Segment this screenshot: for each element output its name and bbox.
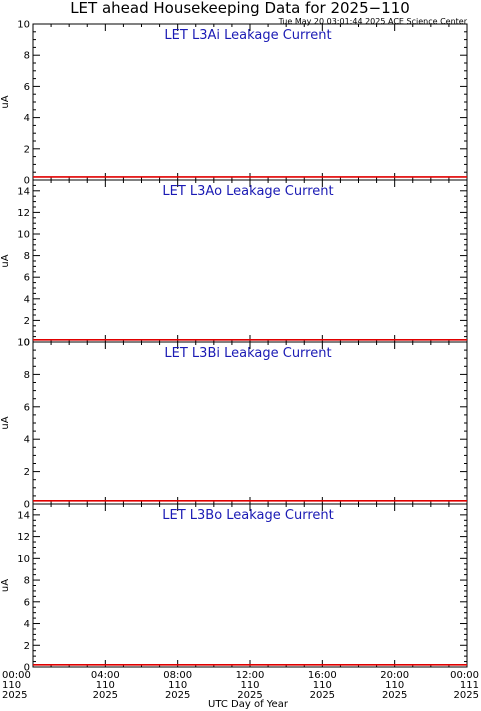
x-tick-label-year: 2025 <box>237 690 262 701</box>
y-tick-label: 0 <box>24 338 30 349</box>
panels: 0 2 4 6 8 10 uA LET L3Ai Leakage Current 0 2 4 6 8 10… <box>0 20 468 674</box>
y-tick-label: 8 <box>24 576 30 587</box>
y-tick-label: 2 <box>24 144 30 155</box>
y-tick-label: 4 <box>24 113 30 124</box>
y-axis-label: uA <box>0 95 11 108</box>
panel-4: 0 2 4 6 8 10 12 14 uA LET L3Bo Leakage Current <box>0 503 468 674</box>
panel-2: 0 2 4 6 8 10 12 14 uA LET L3Ao Leakage Current <box>0 179 468 349</box>
y-tick-label: 0 <box>24 500 30 511</box>
y-tick-label: 10 <box>17 20 30 31</box>
x-tick-label-time: 04:00 <box>91 670 120 681</box>
y-tick-label: 0 <box>24 176 30 187</box>
panel-title: LET L3Ai Leakage Current <box>164 28 331 43</box>
y-tick-label: 8 <box>24 370 30 381</box>
x-tick-label-doy: 110 <box>313 680 332 691</box>
y-tick-label: 14 <box>17 510 30 521</box>
plot-frame <box>32 23 468 181</box>
y-tick-label: 8 <box>24 51 30 62</box>
panel-title: LET L3Ao Leakage Current <box>162 184 333 199</box>
x-tick-label-doy: 110 <box>2 680 21 691</box>
x-tick-label-year: 2025 <box>165 690 190 701</box>
y-axis-label: uA <box>0 579 11 592</box>
y-axis-label: uA <box>0 254 11 267</box>
x-tick-label-time: 12:00 <box>236 670 265 681</box>
y-tick-label: 2 <box>24 467 30 478</box>
panel-3: 0 2 4 6 8 10 uA LET L3Bi Leakage Current <box>0 338 468 511</box>
plot-frame <box>32 341 468 505</box>
panel-1: 0 2 4 6 8 10 uA LET L3Ai Leakage Current <box>0 20 468 187</box>
y-tick-label: 4 <box>24 294 30 305</box>
generation-timestamp: Tue May 20 03:01:44 2025 ACE Science Cen… <box>278 17 468 26</box>
x-tick-label-doy: 110 <box>385 680 404 691</box>
x-tick-label-year: 2025 <box>454 690 479 701</box>
x-tick-label-year: 2025 <box>310 690 335 701</box>
y-tick-label: 4 <box>24 435 30 446</box>
y-tick-label: 4 <box>24 619 30 630</box>
plot-frame <box>32 503 468 668</box>
y-tick-label: 10 <box>17 338 30 349</box>
x-tick-label-year: 2025 <box>2 690 27 701</box>
x-tick-label-time: 16:00 <box>308 670 337 681</box>
x-axis: 00:00110202504:00110202508:00110202512:0… <box>2 670 479 701</box>
y-tick-label: 8 <box>24 251 30 262</box>
y-axis-label: uA <box>0 416 11 429</box>
plot-frame <box>32 179 468 343</box>
y-tick-label: 2 <box>24 641 30 652</box>
y-tick-label: 12 <box>17 532 30 543</box>
y-tick-label: 6 <box>24 273 30 284</box>
y-tick-label: 6 <box>24 82 30 93</box>
y-tick-label: 0 <box>24 663 30 674</box>
figure-title: LET ahead Housekeeping Data for 2025−110 <box>70 0 410 17</box>
y-tick-label: 2 <box>24 316 30 327</box>
x-tick-label-doy: 111 <box>460 680 479 691</box>
x-tick-label-time: 20:00 <box>380 670 409 681</box>
x-tick-label-year: 2025 <box>382 690 407 701</box>
x-tick-label-doy: 110 <box>168 680 187 691</box>
x-tick-label-time: 00:00 <box>450 670 479 681</box>
y-tick-label: 10 <box>17 230 30 241</box>
y-tick-label: 6 <box>24 402 30 413</box>
x-tick-label-time: 08:00 <box>163 670 192 681</box>
x-tick-label-time: 00:00 <box>2 670 31 681</box>
y-tick-label: 12 <box>17 208 30 219</box>
y-tick-label: 10 <box>17 554 30 565</box>
x-tick-label-doy: 110 <box>96 680 115 691</box>
x-tick-label-year: 2025 <box>93 690 118 701</box>
x-axis-label: UTC Day of Year <box>208 699 289 710</box>
panel-title: LET L3Bi Leakage Current <box>164 346 331 361</box>
x-tick-label-doy: 110 <box>240 680 259 691</box>
y-tick-label: 6 <box>24 597 30 608</box>
panel-title: LET L3Bo Leakage Current <box>162 508 334 523</box>
y-tick-label: 14 <box>17 186 30 197</box>
